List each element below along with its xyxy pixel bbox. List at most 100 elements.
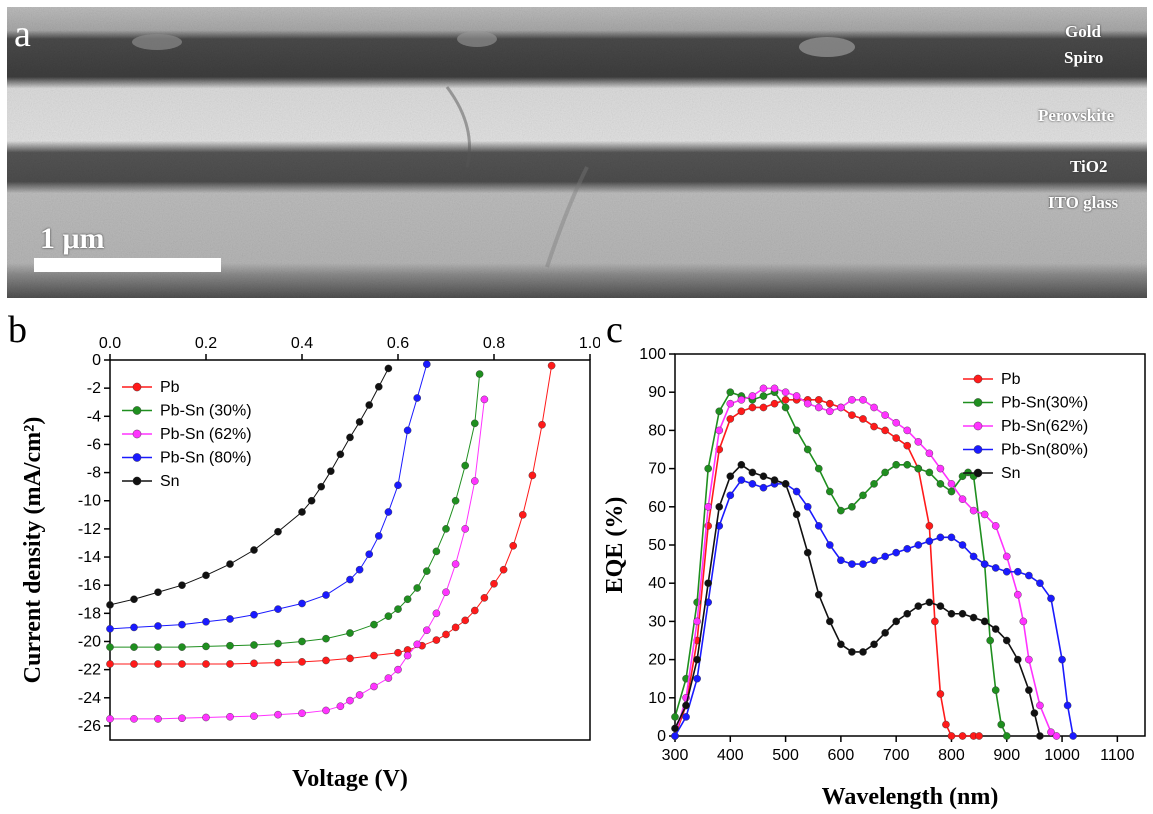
- data-point-sn: [130, 595, 138, 604]
- data-point-pb-sn-62: [298, 709, 306, 718]
- data-point-pb-sn-62: [737, 396, 746, 404]
- data-point-pb-sn-62: [770, 384, 779, 393]
- series-pb-sn-62: [106, 395, 489, 723]
- data-point-pb-sn-62: [130, 715, 138, 723]
- data-point-pb-sn-30: [298, 637, 306, 646]
- data-point-sn: [914, 602, 923, 610]
- data-point-pb-sn-80: [837, 556, 845, 565]
- y-tick-label: 40: [648, 575, 666, 592]
- panel-b-letter: b: [8, 309, 27, 351]
- data-point-sn: [925, 598, 934, 607]
- data-point-sn: [1030, 709, 1039, 717]
- data-point-pb-sn-62: [903, 426, 912, 435]
- data-point-pb-sn-30: [781, 403, 790, 412]
- data-point-pb: [226, 660, 234, 668]
- data-point-pb-sn-30: [451, 496, 460, 505]
- data-point-pb-sn-80: [106, 625, 114, 633]
- data-point-sn: [317, 482, 326, 491]
- legend-label: Pb-Sn (30%): [160, 403, 252, 420]
- data-point-pb-sn-30: [859, 491, 867, 500]
- data-point-pb: [499, 565, 508, 574]
- legend-marker: [973, 468, 983, 478]
- jv-chart: 0.0 0.2 0.4 0.6 0.8 1.0 0 -2 -4 -6 -8 -10 -12 -14 -16 -…: [20, 335, 600, 792]
- data-point-pb-sn-30: [903, 460, 912, 469]
- data-point-pb: [903, 441, 912, 450]
- data-point-pb-sn-80: [130, 623, 138, 632]
- data-point-pb-sn-62: [726, 399, 735, 408]
- data-point-sn: [892, 617, 900, 626]
- legend-label: Pb-Sn (62%): [160, 426, 252, 443]
- data-point-pb: [925, 522, 934, 530]
- data-point-pb-sn-62: [394, 665, 402, 674]
- data-point-pb-sn-62: [969, 506, 978, 515]
- data-point-pb: [814, 396, 823, 404]
- data-point-pb-sn-62: [792, 392, 801, 400]
- data-point-pb-sn-80: [737, 476, 746, 484]
- data-point-pb: [942, 720, 950, 729]
- data-point-pb: [432, 636, 441, 644]
- data-point-sn: [226, 560, 234, 568]
- data-point-sn: [178, 581, 186, 589]
- plot-frame: [109, 359, 591, 741]
- data-point-pb-sn-80: [803, 502, 812, 511]
- data-point-sn: [792, 510, 801, 519]
- series-line-pb-sn-62: [110, 399, 485, 720]
- data-point-pb-sn-62: [947, 480, 956, 488]
- data-point-pb: [346, 654, 354, 663]
- series-pb-sn-62: [671, 384, 1061, 740]
- data-point-sn: [837, 640, 845, 649]
- data-point-pb: [781, 396, 790, 404]
- x-tick-label: 700: [883, 747, 910, 764]
- data-point-pb-sn-30: [759, 392, 768, 400]
- y-tick-label: 30: [648, 613, 666, 630]
- y-tick-label: -16: [78, 577, 101, 594]
- data-point-sn: [781, 480, 790, 488]
- data-point-pb-sn-62: [1036, 701, 1044, 710]
- data-point-pb-sn-62: [178, 714, 186, 722]
- data-point-pb-sn-80: [322, 591, 330, 599]
- data-point-pb: [892, 434, 900, 442]
- scale-bar-label: 1 μm: [40, 222, 105, 255]
- legend-marker: [132, 382, 142, 392]
- y-axis-title: EQE (%): [602, 497, 628, 594]
- legend-entry-pb-sn-62: Pb-Sn(62%): [963, 418, 1088, 435]
- layer-label-tio2: TiO2: [1070, 157, 1108, 176]
- series-pb-sn-30: [106, 370, 484, 651]
- data-point-sn: [693, 655, 701, 664]
- data-point-pb: [202, 660, 210, 668]
- data-point-pb-sn-30: [991, 686, 1000, 694]
- data-point-pb-sn-62: [403, 651, 412, 660]
- data-point-pb-sn-30: [432, 547, 441, 556]
- legend-entry-pb-sn-62: Pb-Sn (62%): [122, 426, 252, 443]
- data-point-pb-sn-30: [792, 426, 801, 435]
- data-point-pb-sn-80: [914, 541, 923, 549]
- y-tick-label: 20: [648, 652, 666, 669]
- legend-label: Pb: [1001, 371, 1021, 388]
- data-point-pb-sn-80: [1036, 579, 1044, 588]
- data-point-sn: [969, 613, 978, 622]
- legend-marker: [132, 406, 142, 415]
- y-tick-label: 0: [657, 728, 666, 745]
- data-point-pb: [322, 656, 330, 665]
- data-point-pb: [451, 623, 460, 632]
- data-point-pb-sn-80: [693, 674, 701, 683]
- data-point-pb-sn-62: [991, 522, 1000, 530]
- data-point-pb-sn-80: [1025, 571, 1033, 580]
- data-point-pb-sn-62: [925, 449, 934, 458]
- data-point-pb-sn-30: [202, 642, 210, 651]
- data-point-pb-sn-62: [226, 712, 234, 721]
- data-point-pb: [154, 660, 162, 668]
- x-tick-label: 1000: [1044, 747, 1080, 764]
- data-point-pb: [394, 648, 402, 657]
- data-point-pb-sn-30: [322, 634, 330, 643]
- data-point-pb-sn-62: [715, 426, 724, 435]
- x-axis-title: Voltage (V): [292, 766, 408, 792]
- data-point-pb-sn-30: [154, 643, 162, 651]
- data-point-pb-sn-62: [914, 438, 923, 446]
- data-point-sn: [848, 648, 856, 656]
- sem-micrograph: [7, 7, 1147, 298]
- legend-entry-pb-sn-80: Pb-Sn(80%): [963, 442, 1088, 459]
- x-axis-title: Wavelength (nm): [822, 784, 999, 810]
- data-point-pb-sn-62: [322, 706, 330, 715]
- legend-entry-pb-sn-30: Pb-Sn(30%): [963, 395, 1088, 412]
